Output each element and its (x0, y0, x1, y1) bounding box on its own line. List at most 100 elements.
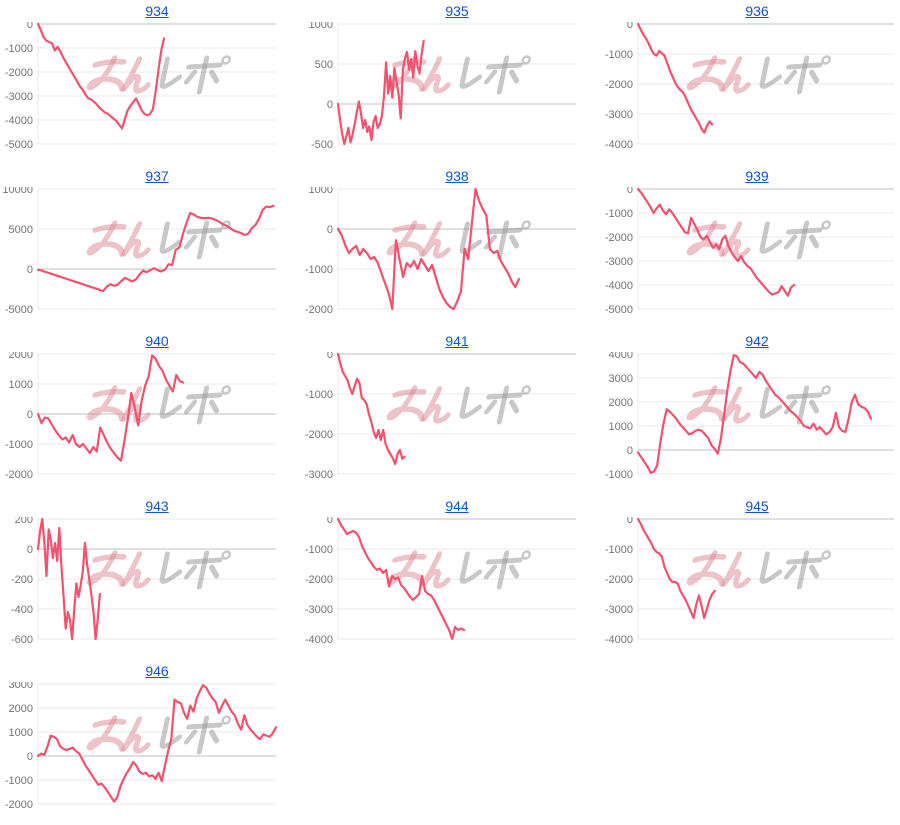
y-tick-label: 0 (27, 264, 33, 276)
y-tick-label: 0 (27, 544, 33, 556)
chart-title-link[interactable]: 939 (745, 168, 769, 184)
watermark-pink-stroke (421, 551, 451, 589)
watermark-pink-stroke (686, 550, 725, 587)
watermark-handakuten (221, 55, 232, 65)
series-line (336, 517, 466, 641)
y-tick-label: -500 (311, 139, 333, 151)
watermark-handakuten (221, 550, 232, 560)
watermark-gray-stroke (809, 69, 820, 84)
y-tick-label: -4000 (605, 139, 633, 151)
chart-title: 940 (38, 330, 276, 352)
chart-title-link[interactable]: 946 (145, 663, 169, 679)
chart-title-link[interactable]: 936 (745, 3, 769, 19)
series-line (336, 187, 520, 311)
chart-title-link[interactable]: 935 (445, 3, 469, 19)
y-tick-label: -1000 (605, 49, 633, 61)
y-tick-label: -4000 (605, 280, 633, 292)
chart-title-link[interactable]: 940 (145, 333, 169, 349)
y-tick-label: -200 (11, 574, 33, 586)
chart-canvas: 10000 5000 0 -5000 (2, 187, 276, 316)
watermark-pink-stroke (692, 58, 727, 68)
watermark-gray-stroke (196, 550, 210, 590)
chart-canvas: 1000 0 -1000 -2000 (305, 187, 576, 316)
chart-title-link[interactable]: 943 (145, 498, 169, 514)
y-tick-label: 0 (27, 22, 33, 31)
watermark-gray-stroke (459, 386, 483, 419)
watermark-gray-stroke (796, 220, 810, 260)
y-tick-label: -3000 (5, 91, 33, 103)
y-tick-label: -5000 (5, 139, 33, 151)
y-tick-label: -2000 (5, 67, 33, 79)
chart-canvas: 3000 2000 1000 0 -1000 -2000 (5, 682, 278, 811)
y-tick-label: 0 (327, 99, 333, 111)
chart-title: 946 (38, 660, 276, 682)
watermark-gray-stroke (183, 234, 198, 250)
chart-title-link[interactable]: 934 (145, 3, 169, 19)
y-tick-label: 0 (627, 517, 633, 526)
chart-canvas: 0 -1000 -2000 -3000 -4000 (605, 22, 894, 151)
chart-cell: 941 0 -1000 -2000 -3000 (300, 330, 600, 495)
chart-cell: 945 0 -1000 -2000 -3000 -4000 (600, 495, 900, 660)
y-tick-label: -1000 (605, 469, 633, 481)
watermark-gray-stroke (159, 386, 183, 419)
y-tick-label: 2000 (609, 397, 633, 409)
chart-title-link[interactable]: 938 (445, 168, 469, 184)
watermark-pink-stroke (392, 223, 427, 233)
watermark-pink-stroke (686, 55, 725, 92)
chart-cell: 940 2000 1000 0 -1000 -2000 (0, 330, 300, 495)
watermark-minrepo-logo (686, 550, 832, 590)
watermark-handakuten (521, 385, 532, 395)
watermark-gray-stroke (759, 221, 783, 254)
watermark-gray-stroke (809, 234, 820, 249)
y-tick-label: 5000 (9, 224, 33, 236)
watermark-handakuten (221, 715, 232, 725)
watermark-minrepo-logo (386, 385, 532, 425)
chart-title: 941 (338, 330, 576, 352)
y-tick-label: -4000 (5, 115, 33, 127)
y-tick-label: 1000 (9, 379, 33, 391)
watermark-pink-stroke (692, 553, 727, 563)
watermark-minrepo-logo (86, 385, 232, 425)
watermark-gray-stroke (159, 56, 183, 89)
watermark-handakuten (821, 385, 832, 395)
series-line (36, 204, 275, 293)
chart-title: 942 (638, 330, 876, 352)
chart-title: 945 (638, 495, 876, 517)
chart-title-link[interactable]: 945 (745, 498, 769, 514)
y-tick-label: 4000 (609, 352, 633, 361)
watermark-pink-stroke (92, 388, 127, 398)
y-tick-label: 500 (315, 59, 333, 71)
chart-title: 936 (638, 0, 876, 22)
series-line (636, 354, 873, 474)
watermark-minrepo-logo (86, 220, 232, 260)
chart-title-link[interactable]: 937 (145, 168, 169, 184)
watermark-minrepo-logo (86, 550, 232, 590)
y-tick-label: -2000 (605, 79, 633, 91)
watermark-gray-stroke (209, 69, 220, 84)
y-tick-label: -1000 (605, 544, 633, 556)
y-tick-label: 0 (627, 187, 633, 196)
chart-title-link[interactable]: 941 (445, 333, 469, 349)
chart-title-link[interactable]: 944 (445, 498, 469, 514)
watermark-gray-stroke (783, 234, 798, 250)
chart-canvas: 0 -1000 -2000 -3000 -4000 (305, 517, 576, 646)
watermark-pink-stroke (92, 58, 127, 68)
chart-canvas: 0 -1000 -2000 -3000 -4000 -5000 (605, 187, 894, 316)
chart-cell: 942 4000 3000 2000 1000 0 -1000 (600, 330, 900, 495)
watermark-handakuten (821, 550, 832, 560)
y-tick-label: 0 (627, 445, 633, 457)
watermark-pink-stroke (86, 220, 125, 257)
chart-canvas: 0 -1000 -2000 -3000 (305, 352, 576, 481)
y-tick-label: 0 (327, 517, 333, 526)
y-tick-label: -2000 (305, 304, 333, 316)
watermark-gray-stroke (159, 221, 183, 254)
chart-title-link[interactable]: 942 (745, 333, 769, 349)
watermark-pink-stroke (92, 553, 127, 563)
series-line (636, 187, 796, 297)
y-tick-label: 1000 (609, 421, 633, 433)
y-tick-label: 1000 (309, 22, 333, 31)
watermark-gray-stroke (183, 729, 198, 745)
chart-cell: 936 0 -1000 -2000 -3000 -4000 (600, 0, 900, 165)
watermark-minrepo-logo (686, 55, 832, 95)
